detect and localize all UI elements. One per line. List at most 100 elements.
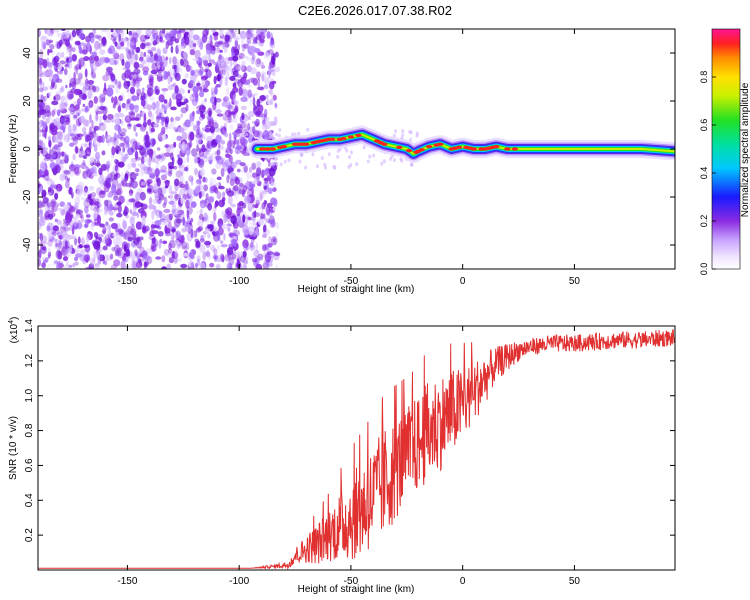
noise-speckle-mark <box>226 190 234 197</box>
noise-speckle-mark <box>120 260 126 269</box>
noise-speckle-mark <box>114 227 120 233</box>
noise-speckle-mark <box>127 236 133 242</box>
noise-speckle-mark <box>196 210 204 214</box>
noise-speckle-mark <box>71 225 75 235</box>
x-axis-label: Height of straight line (km) <box>298 584 415 595</box>
noise-speckle-mark <box>202 176 206 183</box>
noise-speckle-mark <box>84 218 92 224</box>
x-tick-label: 0 <box>460 576 466 587</box>
noise-speckle-mark <box>95 151 101 161</box>
noise-speckle-mark <box>79 70 83 79</box>
noise-speckle-mark <box>249 96 254 106</box>
ridge-hotspot <box>347 135 355 139</box>
noise-speckle-mark <box>297 131 301 136</box>
noise-speckle-mark <box>233 185 239 192</box>
noise-speckle-mark <box>139 191 146 201</box>
y-axis-ticks: -40 -20 0 20 40 <box>22 47 675 252</box>
noise-speckle-mark <box>129 86 136 95</box>
noise-speckle-mark <box>121 72 127 81</box>
noise-speckle-mark <box>123 80 130 89</box>
noise-speckle-mark <box>156 114 160 124</box>
noise-speckle-mark <box>250 234 255 244</box>
noise-speckle-mark <box>121 171 124 181</box>
noise-speckle-mark <box>267 49 274 55</box>
noise-speckle-mark <box>88 56 93 60</box>
noise-speckle-mark <box>88 167 95 174</box>
noise-speckle-mark <box>264 77 270 85</box>
noise-speckle-mark <box>237 66 242 70</box>
noise-speckle-mark <box>98 58 102 65</box>
noise-speckle-mark <box>149 173 155 179</box>
noise-speckle-mark <box>247 41 252 47</box>
noise-speckle-mark <box>77 136 82 141</box>
noise-speckle-mark <box>94 34 100 39</box>
noise-speckle-mark <box>47 202 52 208</box>
noise-speckle-mark <box>233 114 239 121</box>
noise-speckle-mark <box>130 182 137 187</box>
noise-speckle-mark <box>194 49 201 60</box>
noise-speckle-mark <box>232 87 239 93</box>
noise-speckle-mark <box>195 136 202 145</box>
noise-speckle-mark <box>220 167 225 177</box>
noise-speckle-mark <box>128 198 135 203</box>
noise-speckle-mark <box>111 247 116 252</box>
noise-speckle-mark <box>183 51 186 58</box>
noise-speckle-mark <box>41 235 47 244</box>
noise-speckle-mark <box>262 224 267 233</box>
noise-speckle-mark <box>150 36 154 43</box>
noise-speckle-mark <box>148 196 153 205</box>
noise-speckle-mark <box>184 223 192 233</box>
noise-speckle-mark <box>98 122 104 126</box>
noise-speckle-mark <box>170 191 177 195</box>
noise-speckle-mark <box>162 88 167 95</box>
noise-speckle-mark <box>268 89 274 95</box>
noise-speckle-mark <box>140 251 148 256</box>
noise-speckle-mark <box>47 62 53 69</box>
noise-speckle-mark <box>222 161 230 172</box>
noise-speckle-mark <box>262 123 268 131</box>
noise-speckle-mark <box>52 73 60 83</box>
noise-speckle-mark <box>146 104 152 111</box>
noise-speckle-mark <box>242 263 247 269</box>
noise-speckle-mark <box>201 34 208 43</box>
noise-speckle-mark <box>168 123 175 130</box>
noise-speckle-mark <box>93 231 99 239</box>
noise-speckle-mark <box>228 36 232 43</box>
ridge-hotspot <box>355 133 362 137</box>
noise-speckle-mark <box>392 133 396 138</box>
noise-speckle-mark <box>158 94 165 103</box>
noise-speckle-mark <box>92 250 97 260</box>
noise-speckle-mark <box>268 167 276 177</box>
noise-speckle-mark <box>42 162 46 172</box>
noise-speckle-mark <box>214 126 221 133</box>
noise-speckle-mark <box>49 199 57 208</box>
noise-speckle-mark <box>139 261 143 267</box>
noise-speckle-mark <box>48 139 52 148</box>
noise-speckle-mark <box>214 231 220 237</box>
noise-speckle-mark <box>113 60 118 66</box>
noise-speckle-mark <box>226 87 230 95</box>
noise-speckle-mark <box>187 133 193 142</box>
noise-speckle-mark <box>38 94 43 99</box>
noise-speckle-mark <box>152 138 156 146</box>
noise-speckle-mark <box>186 154 190 163</box>
noise-speckle-mark <box>100 164 107 171</box>
noise-speckle-mark <box>82 130 86 137</box>
x-tick-label: -100 <box>229 276 249 287</box>
noise-speckle-mark <box>214 187 219 194</box>
noise-speckle-mark <box>42 197 49 204</box>
noise-speckle-mark <box>205 193 209 200</box>
noise-speckle-mark <box>225 153 231 159</box>
noise-speckle-mark <box>178 181 184 189</box>
noise-speckle-mark <box>232 94 236 104</box>
noise-speckle-mark <box>256 71 261 79</box>
ridge-hotspot <box>340 137 347 141</box>
noise-speckle-mark <box>107 113 114 120</box>
noise-speckle-mark <box>214 255 217 263</box>
noise-speckle-mark <box>131 162 136 168</box>
noise-speckle-mark <box>249 244 256 251</box>
noise-speckle-mark <box>99 122 107 132</box>
noise-speckle-mark <box>108 224 111 231</box>
noise-speckle-mark <box>216 60 222 69</box>
noise-speckle-mark <box>147 170 154 175</box>
